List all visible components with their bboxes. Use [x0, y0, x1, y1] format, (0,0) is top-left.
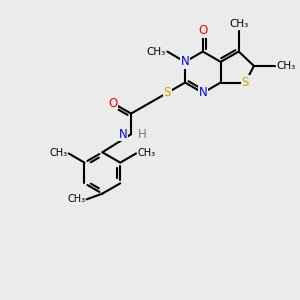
Text: CH₃: CH₃ — [229, 20, 248, 29]
Text: N: N — [181, 56, 189, 68]
Text: N: N — [119, 128, 128, 141]
Text: O: O — [198, 24, 208, 38]
Text: CH₃: CH₃ — [147, 46, 166, 56]
Text: S: S — [164, 86, 171, 99]
Text: O: O — [108, 97, 118, 110]
Text: CH₃: CH₃ — [276, 61, 295, 71]
Text: CH₃: CH₃ — [49, 148, 67, 158]
Text: CH₃: CH₃ — [137, 148, 156, 158]
Text: N: N — [199, 86, 207, 99]
Text: CH₃: CH₃ — [67, 194, 85, 204]
Text: S: S — [242, 76, 249, 89]
Text: H: H — [138, 128, 147, 141]
